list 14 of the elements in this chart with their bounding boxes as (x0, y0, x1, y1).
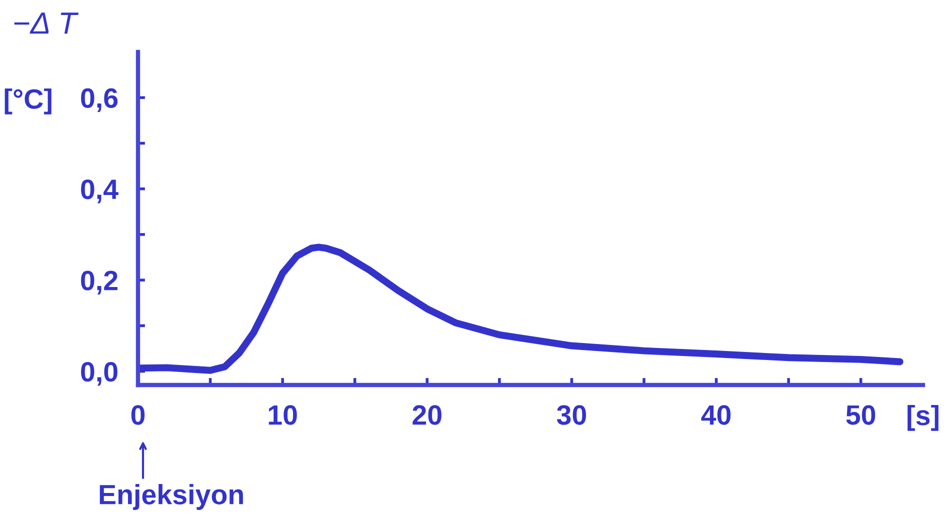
chart-title: −Δ T (14, 12, 79, 34)
y-axis-title: [°C] (4, 88, 52, 114)
y-tick-label: 0,6 (81, 88, 118, 112)
x-tick-label: 0 (131, 405, 145, 425)
y-tick-label: 0,0 (81, 362, 118, 386)
y-tick-label: 0,4 (81, 180, 118, 204)
x-axis-title: [s] (908, 404, 938, 431)
x-tick-label: 20 (412, 405, 442, 425)
x-tick-label: 40 (701, 405, 731, 425)
text: Enjeksiyon (100, 484, 243, 510)
x-tick-label: 50 (846, 405, 876, 425)
x-tick-label: 10 (268, 405, 297, 425)
y-tick-label: 0,2 (81, 270, 118, 294)
x-tick-label: 30 (556, 405, 586, 425)
